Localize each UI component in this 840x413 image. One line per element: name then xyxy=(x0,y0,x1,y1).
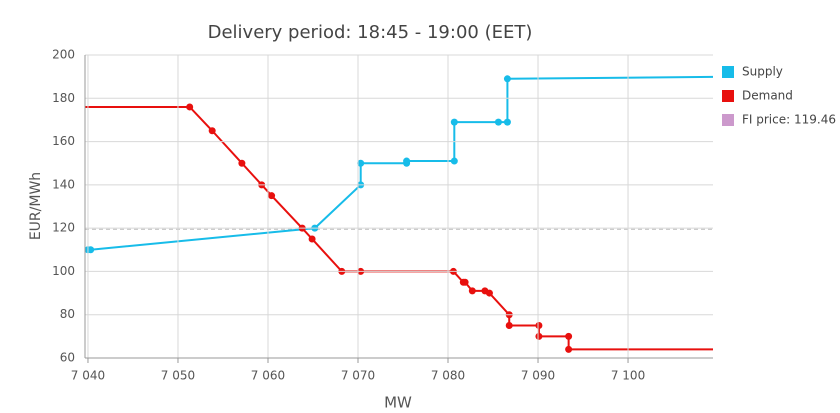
y-tick-label: 100 xyxy=(52,264,75,278)
chart-title: Delivery period: 18:45 - 19:00 (EET) xyxy=(208,22,533,43)
x-tick-label: 7 070 xyxy=(341,369,375,383)
y-tick-label: 60 xyxy=(60,351,75,365)
data-point xyxy=(186,103,194,111)
legend-swatch xyxy=(722,66,734,78)
data-point xyxy=(535,322,543,330)
y-tick-label: 80 xyxy=(60,307,75,321)
data-point xyxy=(208,127,216,135)
data-point xyxy=(238,159,246,167)
y-tick-label: 120 xyxy=(52,221,75,235)
legend-label: FI price: 119.46 xyxy=(742,113,836,127)
data-point xyxy=(461,278,469,286)
data-point xyxy=(403,157,411,165)
data-point xyxy=(505,322,513,330)
data-point xyxy=(485,289,493,297)
y-axis-label: EUR/MWh xyxy=(28,172,44,240)
data-point xyxy=(87,246,95,254)
data-point xyxy=(268,192,276,200)
data-point xyxy=(308,235,316,243)
legend-swatch xyxy=(722,90,734,102)
data-point xyxy=(468,287,476,295)
data-point xyxy=(357,159,365,167)
x-tick-label: 7 090 xyxy=(521,369,555,383)
x-tick-label: 7 080 xyxy=(431,369,465,383)
data-point xyxy=(565,345,573,353)
y-tick-label: 160 xyxy=(52,134,75,148)
x-tick-label: 7 040 xyxy=(71,369,105,383)
data-point xyxy=(503,75,511,83)
x-tick-label: 7 050 xyxy=(161,369,195,383)
x-tick-label: 7 060 xyxy=(251,369,285,383)
data-point xyxy=(450,157,458,165)
x-tick-label: 7 100 xyxy=(611,369,645,383)
data-point xyxy=(494,118,502,126)
plot-area xyxy=(85,75,713,353)
data-point xyxy=(503,118,511,126)
y-tick-label: 180 xyxy=(52,91,75,105)
x-axis-label: MW xyxy=(384,394,412,412)
y-tick-label: 140 xyxy=(52,177,75,191)
legend-label: Supply xyxy=(742,65,783,79)
legend-swatch xyxy=(722,114,734,126)
y-tick-label: 200 xyxy=(52,48,75,62)
data-point xyxy=(535,332,543,340)
series-line xyxy=(87,75,713,251)
data-point xyxy=(565,332,573,340)
legend-label: Demand xyxy=(742,89,793,103)
data-point xyxy=(450,118,458,126)
